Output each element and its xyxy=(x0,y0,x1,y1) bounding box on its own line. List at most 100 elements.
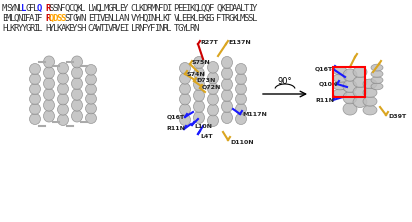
Ellipse shape xyxy=(208,72,218,84)
Ellipse shape xyxy=(343,80,357,93)
Text: L10N: L10N xyxy=(194,125,212,129)
Text: Q: Q xyxy=(201,4,206,13)
Text: M: M xyxy=(103,4,109,13)
Text: Q: Q xyxy=(205,4,210,13)
Text: R: R xyxy=(135,24,140,33)
Ellipse shape xyxy=(180,62,190,74)
Text: Q16T: Q16T xyxy=(167,115,185,119)
Ellipse shape xyxy=(222,78,232,91)
Text: D: D xyxy=(162,4,167,13)
Ellipse shape xyxy=(180,114,190,125)
Text: I: I xyxy=(248,4,253,13)
Text: L: L xyxy=(185,24,191,33)
Text: Q10N: Q10N xyxy=(319,81,338,87)
Text: Q72N: Q72N xyxy=(202,85,221,89)
Ellipse shape xyxy=(58,83,68,95)
Text: I: I xyxy=(146,14,152,23)
Ellipse shape xyxy=(72,78,82,89)
Text: A: A xyxy=(92,24,97,33)
Ellipse shape xyxy=(86,74,96,85)
Text: E137N: E137N xyxy=(228,40,251,46)
Text: N: N xyxy=(158,24,164,33)
Ellipse shape xyxy=(363,79,377,89)
Text: R: R xyxy=(111,24,117,33)
Text: L: L xyxy=(131,24,136,33)
Text: E: E xyxy=(119,4,124,13)
Ellipse shape xyxy=(72,110,82,122)
Text: L: L xyxy=(53,24,58,33)
Ellipse shape xyxy=(333,82,347,90)
Text: P: P xyxy=(173,4,179,13)
Text: D: D xyxy=(53,14,58,23)
Text: R11N: R11N xyxy=(166,127,185,131)
Text: G: G xyxy=(72,14,77,23)
Text: K: K xyxy=(138,4,144,13)
Text: Q: Q xyxy=(14,14,19,23)
Ellipse shape xyxy=(343,69,357,81)
Ellipse shape xyxy=(30,73,40,85)
Text: L: L xyxy=(115,4,120,13)
Ellipse shape xyxy=(236,113,246,125)
Text: T: T xyxy=(166,14,171,23)
Text: N: N xyxy=(138,24,144,33)
Text: A: A xyxy=(29,14,35,23)
Text: H: H xyxy=(154,14,159,23)
Text: R: R xyxy=(146,4,152,13)
Ellipse shape xyxy=(180,83,190,95)
Text: R: R xyxy=(189,24,194,33)
Text: L: L xyxy=(166,24,171,33)
Text: D: D xyxy=(228,4,234,13)
Text: Q: Q xyxy=(37,4,42,13)
Text: L: L xyxy=(88,4,93,13)
Text: M: M xyxy=(240,14,245,23)
Text: H: H xyxy=(2,24,7,33)
Text: D110N: D110N xyxy=(230,141,254,145)
Text: L: L xyxy=(6,24,11,33)
Text: V: V xyxy=(107,24,112,33)
Text: F: F xyxy=(158,4,164,13)
Text: T: T xyxy=(220,14,226,23)
Text: T: T xyxy=(92,14,97,23)
Text: S: S xyxy=(6,4,11,13)
Text: E: E xyxy=(88,14,93,23)
Text: K: K xyxy=(189,4,194,13)
Ellipse shape xyxy=(58,62,68,74)
Ellipse shape xyxy=(194,89,204,101)
Text: N: N xyxy=(193,24,199,33)
Text: L: L xyxy=(197,4,202,13)
Text: K: K xyxy=(10,24,15,33)
Text: I: I xyxy=(21,14,27,23)
Text: E: E xyxy=(181,4,187,13)
Text: H: H xyxy=(80,24,85,33)
Ellipse shape xyxy=(86,93,96,104)
Text: G: G xyxy=(26,4,31,13)
Ellipse shape xyxy=(236,73,246,85)
Text: Y: Y xyxy=(181,24,187,33)
Ellipse shape xyxy=(222,89,232,101)
Ellipse shape xyxy=(363,105,377,115)
Text: Q: Q xyxy=(143,14,148,23)
Text: N: N xyxy=(123,14,128,23)
Ellipse shape xyxy=(44,99,54,111)
Text: N: N xyxy=(107,14,112,23)
Text: K: K xyxy=(64,24,70,33)
Text: M: M xyxy=(6,14,11,23)
Ellipse shape xyxy=(180,73,190,84)
Ellipse shape xyxy=(343,103,357,115)
Ellipse shape xyxy=(333,74,347,82)
Text: L: L xyxy=(21,4,27,13)
Ellipse shape xyxy=(194,78,204,91)
Text: L4T: L4T xyxy=(200,133,213,139)
Text: K: K xyxy=(232,14,237,23)
Text: K: K xyxy=(162,14,167,23)
Text: Q: Q xyxy=(49,14,54,23)
Text: Y: Y xyxy=(123,4,128,13)
Text: N: N xyxy=(80,14,85,23)
Text: I: I xyxy=(166,4,171,13)
Ellipse shape xyxy=(236,103,246,115)
Text: E: E xyxy=(185,14,191,23)
Text: Q16T: Q16T xyxy=(315,67,333,71)
Ellipse shape xyxy=(58,114,68,125)
Text: F: F xyxy=(37,14,42,23)
Text: N: N xyxy=(18,14,23,23)
